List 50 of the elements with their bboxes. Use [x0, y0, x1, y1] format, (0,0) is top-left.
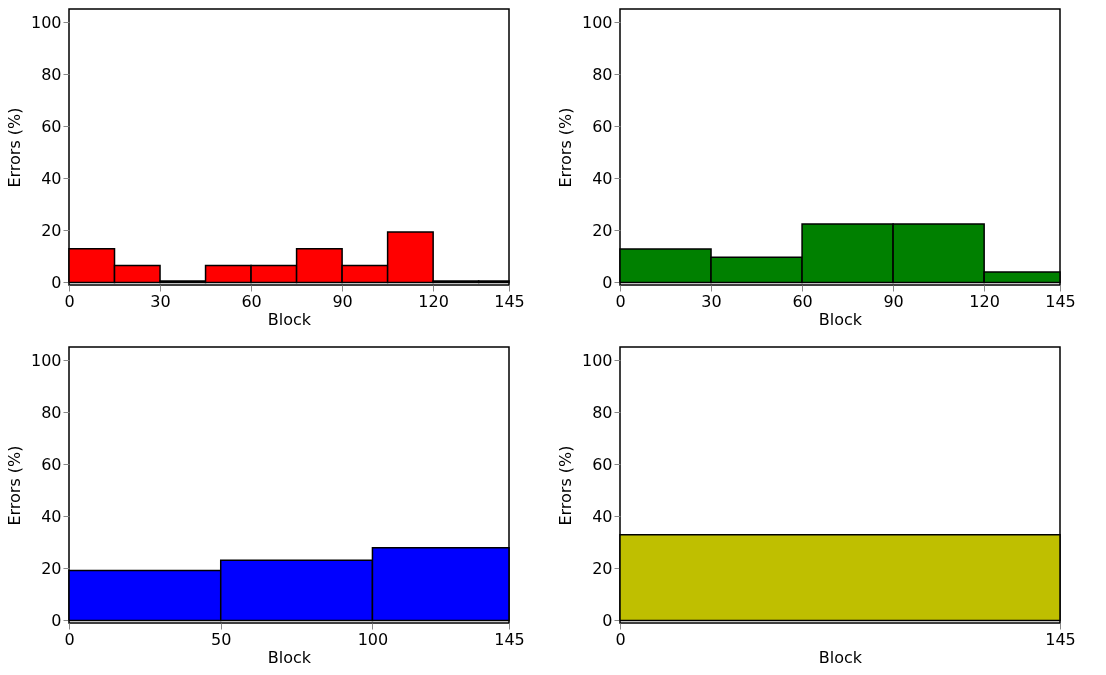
y-tick-label: 0 — [602, 610, 613, 630]
y-axis-title: Errors (%) — [4, 445, 24, 526]
y-tick-label: 40 — [592, 168, 613, 188]
y-tick-label: 100 — [581, 350, 613, 370]
y-tick-label: 80 — [41, 64, 62, 84]
y-tick-label: 100 — [581, 12, 613, 32]
y-tick-label: 60 — [41, 454, 62, 474]
y-tick-label: 100 — [30, 12, 62, 32]
x-axis-title: Block — [267, 309, 312, 329]
y-axis-title: Errors (%) — [4, 107, 24, 188]
x-axis-title: Block — [267, 647, 312, 667]
y-tick-label: 20 — [41, 220, 62, 240]
y-tick-label: 60 — [41, 116, 62, 136]
y-tick-label: 40 — [41, 168, 62, 188]
y-tick-label: 20 — [592, 558, 613, 578]
x-tick-label: 0 — [615, 291, 626, 311]
y-tick-label: 80 — [592, 64, 613, 84]
x-tick-label: 90 — [883, 291, 904, 311]
x-tick-label: 0 — [615, 629, 626, 649]
y-tick-label: 40 — [592, 506, 613, 526]
x-axis-title: Block — [818, 647, 863, 667]
y-tick-label: 80 — [41, 402, 62, 422]
x-tick-label: 145 — [1045, 629, 1076, 649]
x-tick-label: 0 — [64, 291, 75, 311]
x-tick-label: 120 — [969, 291, 1000, 311]
x-axis-title: Block — [818, 309, 863, 329]
y-axis-title: Errors (%) — [555, 107, 575, 188]
x-tick-label: 100 — [357, 629, 389, 649]
y-tick-label: 0 — [51, 272, 62, 292]
x-tick-label: 30 — [150, 291, 171, 311]
y-tick-label: 60 — [592, 116, 613, 136]
y-tick-label: 0 — [602, 272, 613, 292]
x-tick-label: 145 — [1045, 291, 1076, 311]
x-tick-label: 90 — [332, 291, 353, 311]
y-tick-label: 40 — [41, 506, 62, 526]
x-tick-label: 50 — [211, 629, 232, 649]
x-tick-label: 60 — [241, 291, 262, 311]
x-tick-label: 145 — [494, 291, 525, 311]
y-tick-label: 20 — [592, 220, 613, 240]
x-tick-label: 0 — [64, 629, 75, 649]
y-tick-label: 20 — [41, 558, 62, 578]
x-tick-label: 145 — [494, 629, 525, 649]
y-tick-label: 100 — [30, 350, 62, 370]
y-tick-label: 80 — [592, 402, 613, 422]
y-tick-label: 0 — [51, 610, 62, 630]
x-tick-label: 120 — [418, 291, 449, 311]
x-tick-label: 30 — [701, 291, 722, 311]
x-tick-label: 60 — [792, 291, 813, 311]
y-tick-label: 60 — [592, 454, 613, 474]
y-axis-title: Errors (%) — [555, 445, 575, 526]
